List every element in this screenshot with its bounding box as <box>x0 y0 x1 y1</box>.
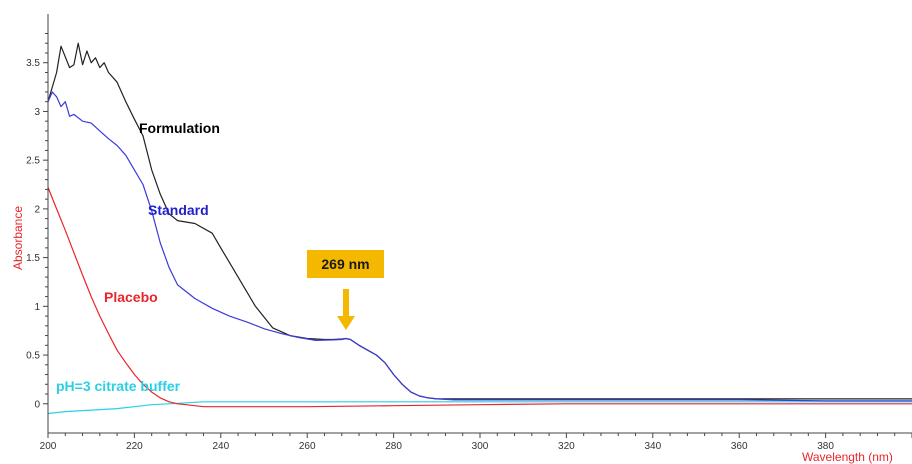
callout-arrow-head <box>337 316 355 330</box>
callout-box <box>307 250 384 278</box>
y-tick-label: 3 <box>34 107 40 118</box>
axis-ticks: 0 0.5 1 1.5 2 2.5 3 3.5 200 220 240 260 280 300 320 340… <box>26 32 912 452</box>
series-line-ph-3-citrate-buffer <box>47 401 912 415</box>
y-tick-label: 2 <box>34 204 40 215</box>
x-tick-label: 360 <box>731 441 748 452</box>
callout-arrow-shaft <box>343 289 349 317</box>
x-tick-label: 320 <box>558 441 575 452</box>
series-label-formulation: Formulation <box>139 120 220 136</box>
y-tick-label: 0.5 <box>26 351 40 362</box>
x-tick-label: 240 <box>212 441 229 452</box>
x-tick-label: 220 <box>126 441 143 452</box>
series-lines <box>47 42 912 415</box>
series-line-placebo <box>47 187 912 408</box>
x-tick-label: 200 <box>40 441 57 452</box>
series-line-formulation <box>47 42 912 400</box>
series-line-standard <box>47 91 912 402</box>
series-label-citrate-buffer: pH=3 citrate buffer <box>56 378 181 394</box>
peak-callout: 269 nm <box>307 250 384 330</box>
x-tick-label: 380 <box>817 441 834 452</box>
x-tick-label: 260 <box>299 441 316 452</box>
callout-label: 269 nm <box>321 256 369 272</box>
y-tick-label: 2.5 <box>26 156 40 167</box>
x-axis-title: Wavelength (nm) <box>802 450 893 464</box>
series-label-standard: Standard <box>148 202 209 218</box>
x-tick-label: 280 <box>385 441 402 452</box>
x-tick-label: 340 <box>644 441 661 452</box>
series-label-placebo: Placebo <box>104 289 158 305</box>
x-tick-label: 300 <box>472 441 489 452</box>
axes <box>47 14 912 434</box>
y-tick-label: 3.5 <box>26 58 40 69</box>
y-axis-title: Absorbance <box>11 206 25 270</box>
y-tick-label: 1.5 <box>26 253 40 264</box>
y-tick-label: 0 <box>34 399 40 410</box>
y-tick-label: 1 <box>34 302 40 313</box>
